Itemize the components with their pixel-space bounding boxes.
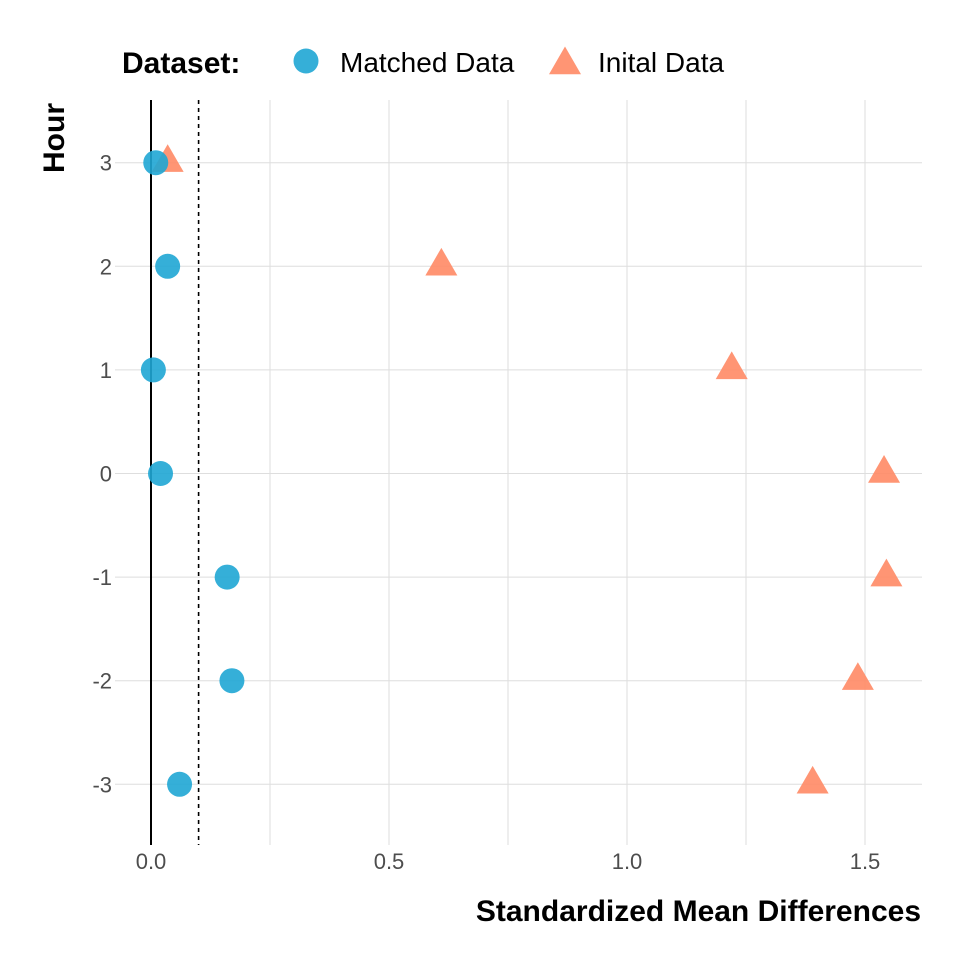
x-tick-label: 1.0 [612, 849, 643, 874]
initial-data-point [715, 351, 748, 380]
y-tick-label: -1 [92, 565, 112, 590]
y-tick-label: 1 [100, 358, 112, 383]
y-tick-label: 0 [100, 462, 112, 487]
initial-data-point [868, 455, 901, 483]
legend-items: Matched Data Inital Data [293, 46, 724, 78]
y-axis-title: Hour [38, 103, 71, 173]
matched-data-point [148, 461, 174, 486]
legend: Dataset: Matched Data Inital Data [122, 46, 724, 80]
legend-title: Dataset: [122, 47, 240, 80]
y-tick-label: -2 [92, 669, 112, 694]
x-tick-label: 1.5 [850, 849, 881, 874]
matched-data-point [155, 253, 181, 279]
y-tick-label: -3 [92, 772, 112, 797]
matched-data-point [167, 771, 193, 797]
grid-layer [115, 100, 922, 845]
initial-data-point [841, 662, 874, 690]
y-tick-label: 3 [100, 151, 112, 176]
initial-data-point [870, 558, 903, 587]
x-tick-label: 0.5 [374, 849, 405, 874]
y-tick-label: 2 [100, 254, 112, 279]
x-tick-label: 0.0 [136, 849, 167, 874]
legend-circle-icon [293, 48, 319, 74]
matched-data-point [140, 357, 166, 383]
tick-labels: 0.0 0.5 1.0 1.5 3 2 1 0 -1 -2 -3 [92, 151, 880, 874]
legend-label: Inital Data [598, 47, 724, 78]
legend-triangle-icon [549, 46, 581, 75]
matched-data-point [214, 564, 240, 590]
matched-data-point [219, 668, 245, 694]
legend-label: Matched Data [340, 47, 515, 78]
initial-data-point [425, 247, 458, 276]
initial-data-point [796, 765, 829, 794]
x-axis-title: Standardized Mean Differences [476, 895, 921, 928]
data-points [140, 144, 903, 797]
matched-data-point [143, 150, 169, 176]
